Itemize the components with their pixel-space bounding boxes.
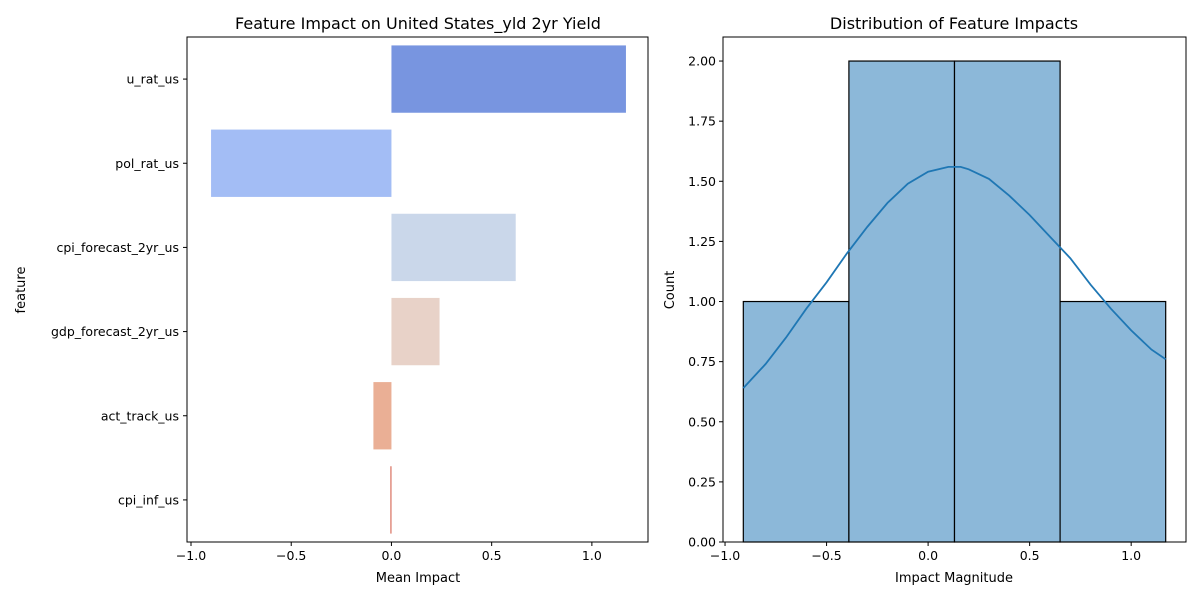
chart2-kde-line (742, 166, 1167, 389)
x-tick-label: 0.5 (1020, 548, 1040, 563)
x-tick-label: 1.0 (582, 548, 602, 563)
y-tick-label: 0.75 (688, 354, 716, 369)
y-tick-label: 1.00 (688, 294, 716, 309)
y-tick-label: gdp_forecast_2yr_us (51, 324, 179, 339)
chart2-frame (722, 36, 1187, 543)
bar-cpi_forecast_2yr_us (391, 213, 516, 282)
chart1-x-axis-label: Mean Impact (376, 571, 461, 586)
y-tick-label: u_rat_us (126, 72, 179, 87)
x-tick-label: 1.0 (1121, 548, 1141, 563)
y-tick-label: cpi_inf_us (118, 492, 179, 507)
chart1-x-ticks: −1.0 −0.5 0.0 0.5 1.0 (176, 542, 602, 563)
chart2-histogram-bars (742, 60, 1167, 543)
bar-act_track_us (373, 382, 392, 450)
chart2-y-ticks: 0.00 0.25 0.50 0.75 1.00 1.25 1.50 1.75 2.00 (688, 54, 723, 550)
chart2-title: Distribution of Feature Impacts (830, 14, 1078, 33)
y-tick-label: 1.75 (688, 114, 716, 129)
x-tick-label: 0.5 (482, 548, 502, 563)
y-tick-label: 1.25 (688, 234, 716, 249)
chart1-title: Feature Impact on United States_yld 2yr … (235, 14, 601, 34)
y-tick-label: 1.50 (688, 174, 716, 189)
y-tick-label: act_track_us (101, 408, 179, 423)
histogram-bar (953, 60, 1061, 543)
y-tick-label: 2.00 (688, 54, 716, 69)
x-tick-label: −1.0 (176, 548, 206, 563)
bar-cpi_inf_us (390, 466, 392, 534)
histogram-bar (1059, 300, 1167, 543)
x-tick-label: 0.0 (381, 548, 401, 563)
y-tick-label: pol_rat_us (115, 156, 179, 171)
chart2-x-axis-label: Impact Magnitude (895, 571, 1013, 586)
x-tick-label: −0.5 (811, 548, 841, 563)
bar-chart-panel: Feature Impact on United States_yld 2yr … (14, 14, 649, 586)
histogram-panel: Distribution of Feature Impacts −1.0 −0.5… (663, 14, 1187, 586)
chart1-frame (186, 36, 649, 543)
bar-gdp_forecast_2yr_us (391, 297, 440, 366)
y-tick-label: cpi_forecast_2yr_us (56, 240, 179, 255)
x-tick-label: −1.0 (710, 548, 740, 563)
x-tick-label: 0.0 (918, 548, 938, 563)
x-tick-label: −0.5 (276, 548, 306, 563)
histogram-bar (742, 300, 850, 543)
chart1-y-ticks: u_rat_us pol_rat_us cpi_forecast_2yr_usgdp… (51, 72, 187, 507)
histogram-bar (848, 60, 956, 543)
chart1-y-axis-label: feature (14, 267, 29, 314)
y-tick-label: 0.00 (688, 535, 716, 550)
bar-pol_rat_us (211, 129, 392, 197)
bar-u_rat_us (391, 45, 626, 113)
y-tick-label: 0.50 (688, 414, 716, 429)
chart1-bars (211, 45, 626, 534)
chart2-x-ticks: −1.0 −0.5 0.0 0.5 1.0 (710, 542, 1141, 563)
chart2-y-axis-label: Count (663, 271, 678, 310)
y-tick-label: 0.25 (688, 474, 716, 489)
